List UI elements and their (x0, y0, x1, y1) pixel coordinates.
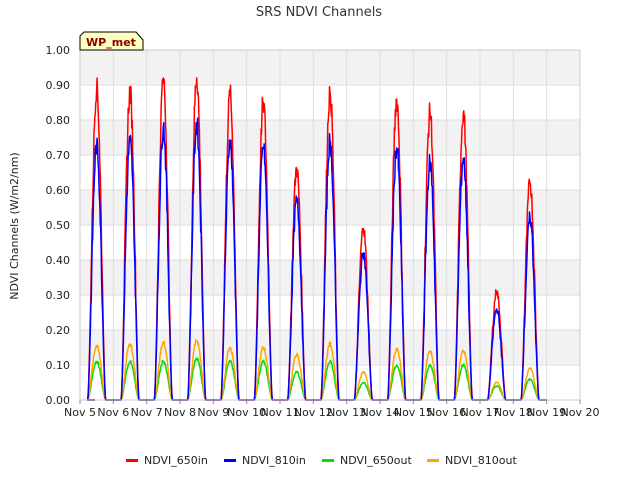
y-tick-label: 0.50 (46, 219, 71, 232)
y-tick-label: 0.30 (46, 289, 71, 302)
y-tick-label: 0.90 (46, 79, 71, 92)
y-tick-label: 0.60 (46, 184, 71, 197)
y-axis-ticks: 0.00 0.10 0.20 0.30 0.40 0.50 0.60 0.70 0.80 0.90… (46, 44, 71, 407)
plot-frame (79, 49, 581, 401)
x-tick-label: Nov 15 (394, 406, 433, 419)
y-tick-label: 1.00 (46, 44, 71, 57)
site-badge: WP_met (79, 31, 144, 51)
x-tick-label: Nov 5 (64, 406, 96, 419)
legend-label-ndvi-650in: NDVI_650in (144, 454, 208, 467)
legend-item-ndvi-810out: NDVI_810out (427, 454, 517, 467)
legend-item-ndvi-650out: NDVI_650out (322, 454, 412, 467)
background-band (80, 330, 580, 365)
chart-title: SRS NDVI Channels (256, 5, 382, 20)
legend-label-ndvi-810out: NDVI_810out (445, 454, 517, 467)
legend-label-ndvi-650out: NDVI_650out (340, 454, 412, 467)
legend-swatch-ndvi-810in (224, 459, 236, 462)
y-tick-label: 0.70 (46, 149, 71, 162)
legend-swatch-ndvi-810out (427, 459, 439, 462)
x-tick-label: Nov 20 (561, 406, 600, 419)
background-band (80, 260, 580, 295)
background-band (80, 50, 580, 85)
y-axis-title: NDVI Channels (W/m2/nm) (8, 152, 21, 299)
x-tick-label: Nov 11 (261, 406, 300, 419)
y-tick-label: 0.80 (46, 114, 71, 127)
site-badge-label: WP_met (86, 36, 136, 49)
x-tick-label: Nov 9 (197, 406, 229, 419)
x-tick-label: Nov 8 (164, 406, 196, 419)
background-band (80, 190, 580, 225)
x-tick-label: Nov 7 (131, 406, 163, 419)
site-badge-shape (79, 31, 144, 51)
legend-swatch-ndvi-650out (322, 459, 334, 462)
y-tick-label: 0.10 (46, 359, 71, 372)
x-tick-label: Nov 13 (327, 406, 366, 419)
x-tick-label: Nov 12 (294, 406, 333, 419)
x-tick-label: Nov 10 (227, 406, 266, 419)
y-tick-label: 0.00 (46, 394, 71, 407)
y-tick-label: 0.20 (46, 324, 71, 337)
x-tick-label: Nov 6 (97, 406, 129, 419)
x-tick-label: Nov 18 (494, 406, 533, 419)
grid-lines (79, 49, 581, 401)
legend-swatch-ndvi-650in (126, 459, 138, 462)
y-tick-label: 0.40 (46, 254, 71, 267)
x-tick-label: Nov 19 (527, 406, 566, 419)
legend-item-ndvi-810in: NDVI_810in (224, 454, 306, 467)
legend-label-ndvi-810in: NDVI_810in (242, 454, 306, 467)
x-tick-label: Nov 17 (461, 406, 500, 419)
x-tick-label: Nov 14 (361, 406, 400, 419)
legend-item-ndvi-650in: NDVI_650in (126, 454, 208, 467)
legend: NDVI_650in NDVI_810in NDVI_650out NDVI_8… (126, 454, 517, 467)
x-tick-label: Nov 16 (427, 406, 466, 419)
